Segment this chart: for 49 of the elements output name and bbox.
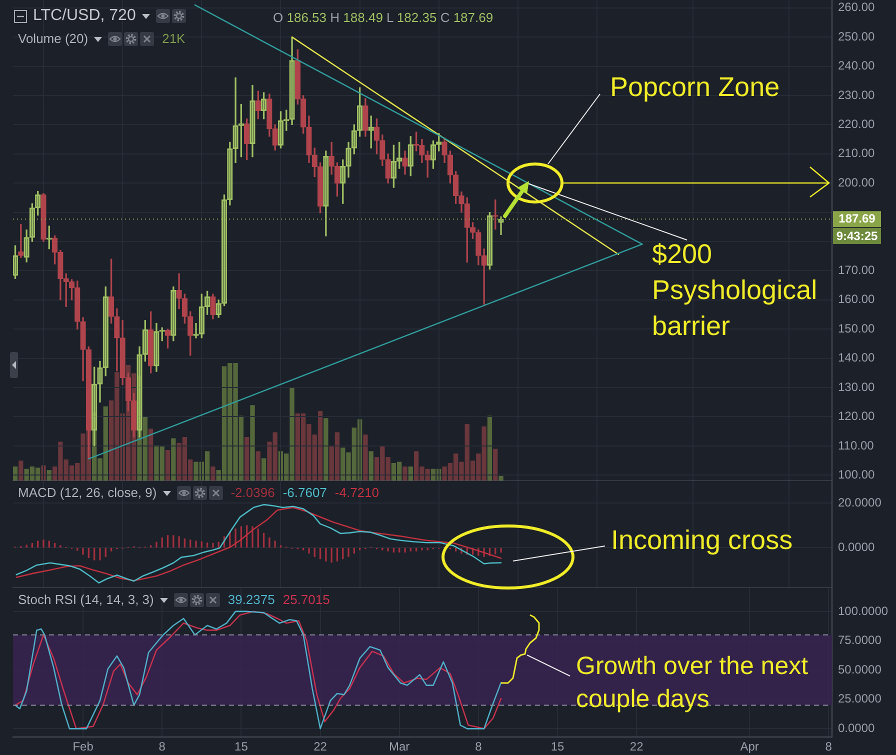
annotation: 39.2375 [228,592,275,608]
chart-title: Stoch RSI (14, 14, 3, 3) [18,592,154,608]
y-tick-label: 25.0000 [838,692,882,706]
y-tick-label: 0.0000 [838,540,876,554]
y-tick-label: 50.0000 [838,662,882,676]
annotation: $200 Psyshological barrier [652,238,818,343]
annotation: 21K [162,31,186,47]
y-tick-label: 20.0000 [838,496,882,510]
y-tick-label: 260.00 [838,0,876,14]
annotation: Popcorn Zone [610,71,780,104]
y-tick-label: 230.00 [838,88,876,102]
x-tick-label: 15 [234,740,248,754]
y-tick-label: 0.0000 [838,720,876,735]
y-tick-label: 130.00 [838,380,876,394]
y-tick-label: 140.00 [838,350,876,365]
y-tick-label: 120.00 [838,409,876,424]
x-tick-label: 22 [314,740,328,754]
chart-title: MACD (12, 26, close, 9) [18,485,157,501]
y-tick-label: 100.0000 [838,604,888,618]
x-tick-label: 8 [825,740,832,754]
y-tick-label: 100.00 [838,467,876,482]
y-tick-label: 210.00 [838,146,876,160]
x-tick-label: 8 [158,740,166,754]
ref-line-label: 187.69 [838,211,876,226]
y-tick-label: 75.0000 [838,633,882,648]
y-tick-label: 250.00 [838,29,876,44]
annotation: -6.7607 [282,485,327,501]
chart-title: Volume (20) [18,31,88,47]
x-tick-label: 8 [475,740,482,754]
annotation: -2.0396 [230,485,275,501]
annotation: -4.7210 [334,485,379,501]
y-tick-label: 170.00 [838,263,876,278]
x-tick-label: 22 [630,740,644,754]
y-tick-label: 110.00 [838,438,874,452]
annotation: Growth over the next couple days [576,651,810,715]
chart-title: LTC/USD, 720 [33,7,136,24]
text: 9:43:25 [833,228,881,244]
annotation: Incoming cross [611,524,793,557]
annotation: 25.7015 [282,592,330,608]
y-tick-label: 220.00 [838,117,876,132]
y-tick-label: 200.00 [838,175,876,190]
x-tick-label: Feb [72,740,94,754]
annotation: O 186.53 H 188.49 L 182.35 C 187.69 [273,10,494,25]
y-tick-label: 160.00 [838,292,876,306]
y-tick-label: 150.00 [838,321,876,336]
x-tick-label: Apr [740,740,759,754]
x-tick-label: Mar [389,740,410,754]
x-tick-label: 15 [550,740,564,754]
y-tick-label: 240.00 [838,58,876,73]
